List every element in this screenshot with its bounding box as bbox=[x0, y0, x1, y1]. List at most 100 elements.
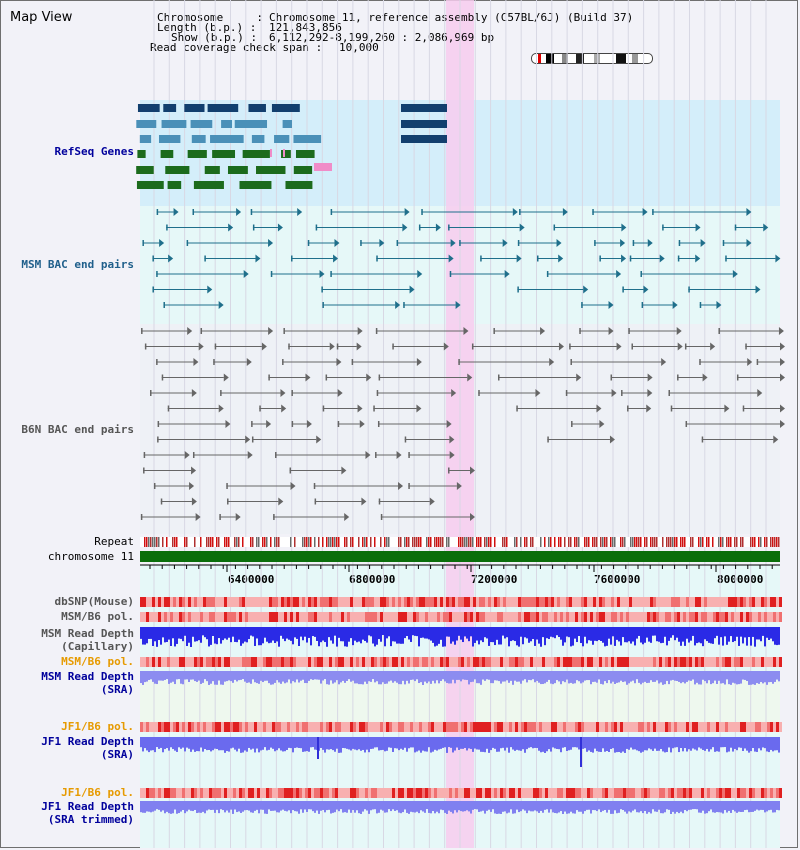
jf1-sra-depth-bar bbox=[748, 737, 750, 753]
gene-block bbox=[234, 120, 268, 128]
dbsnp-cell bbox=[557, 597, 560, 607]
jf1-pol-cell bbox=[317, 722, 320, 732]
msm-pol2-cell bbox=[449, 657, 452, 667]
repeat-mark bbox=[570, 537, 572, 547]
jf1-trim-depth-bar bbox=[632, 801, 634, 811]
jf1-sra-depth-bar bbox=[690, 737, 692, 751]
label-msm-b6-pol-1[interactable]: MSM/B6 pol. bbox=[61, 610, 134, 623]
msm-sra-depth-bar bbox=[682, 671, 684, 683]
label-refseq[interactable]: RefSeq Genes bbox=[54, 145, 134, 158]
jf1-pol-cell bbox=[446, 722, 449, 732]
jf1-pol-cell bbox=[308, 722, 311, 732]
jf1-trim-depth-bar bbox=[146, 801, 148, 812]
jf1-pol-cell bbox=[470, 722, 473, 732]
dbsnp-cell bbox=[614, 597, 617, 607]
msm-sra-depth-bar bbox=[162, 671, 164, 681]
jf1-sra-depth-bar bbox=[248, 737, 250, 748]
msm-cap-depth-bar bbox=[624, 627, 626, 643]
jf1-trim-depth-bar bbox=[652, 801, 654, 810]
b6n-bac-pair-end bbox=[143, 452, 146, 458]
msm-pol-cell bbox=[410, 612, 413, 622]
jf1-trim-depth-bar bbox=[422, 801, 424, 812]
msm-cap-depth-bar bbox=[672, 627, 674, 636]
msm-sra-depth-bar bbox=[426, 671, 428, 684]
jf1-pol2-cell bbox=[653, 788, 656, 798]
msm-sra-depth-bar bbox=[744, 671, 746, 680]
msm-sra-depth-bar bbox=[368, 671, 370, 682]
msm-cap-depth-bar bbox=[574, 627, 576, 639]
dbsnp-cell bbox=[257, 597, 260, 607]
label-jf1-depth-trim-1[interactable]: JF1 Read Depth bbox=[41, 800, 134, 813]
jf1-trim-depth-bar bbox=[464, 801, 466, 812]
jf1-sra-depth-bar bbox=[684, 737, 686, 749]
msm-sra-depth-bar bbox=[264, 671, 266, 681]
jf1-pol2-cell bbox=[230, 788, 233, 798]
msm-cap-depth-bar bbox=[492, 627, 494, 643]
jf1-sra-depth-bar bbox=[444, 737, 446, 748]
label-b6n-bac[interactable]: B6N BAC end pairs bbox=[21, 423, 134, 436]
msm-pol-cell bbox=[704, 612, 707, 622]
jf1-pol-cell bbox=[626, 722, 629, 732]
repeat-mark bbox=[336, 537, 338, 547]
msm-cap-depth-bar bbox=[720, 627, 722, 638]
dbsnp-cell bbox=[752, 597, 755, 607]
msm-sra-depth-bar bbox=[418, 671, 420, 684]
msm-pol2-cell bbox=[701, 657, 704, 667]
label-dbsnp[interactable]: dbSNP(Mouse) bbox=[54, 595, 134, 608]
msm-cap-depth-bar bbox=[728, 627, 730, 642]
msm-sra-depth-bar bbox=[628, 671, 630, 684]
jf1-sra-depth-bar bbox=[296, 737, 298, 748]
label-jf1-b6-pol-1[interactable]: JF1/B6 pol. bbox=[61, 720, 134, 733]
jf1-pol2-cell bbox=[389, 788, 392, 798]
jf1-trim-depth-bar bbox=[476, 801, 478, 810]
msm-pol-cell bbox=[665, 612, 668, 622]
jf1-trim-depth-bar bbox=[680, 801, 682, 812]
jf1-trim-depth-bar bbox=[456, 801, 458, 813]
label-msm-b6-pol-2[interactable]: MSM/B6 pol. bbox=[61, 655, 134, 668]
msm-pol2-cell bbox=[626, 657, 629, 667]
repeat-mark bbox=[602, 537, 604, 547]
chromosome-ideogram[interactable] bbox=[531, 53, 653, 64]
label-jf1-depth-sra-1[interactable]: JF1 Read Depth bbox=[41, 735, 134, 748]
msm-pol2-cell bbox=[323, 657, 326, 667]
jf1-pol-cell bbox=[587, 722, 590, 732]
repeat-mark bbox=[506, 537, 508, 547]
b6n-bac-pair-end bbox=[378, 374, 381, 381]
msm-cap-depth-bar bbox=[550, 627, 552, 637]
b6n-bac-pair-arrow bbox=[305, 373, 311, 382]
msm-bac-pair-end bbox=[581, 302, 583, 308]
repeat-mark bbox=[488, 537, 490, 547]
msm-pol-cell bbox=[302, 612, 305, 622]
label-msm-depth-sra-1[interactable]: MSM Read Depth bbox=[41, 670, 134, 683]
label-msm-depth-sra-2: (SRA) bbox=[100, 683, 134, 696]
label-msm-bac[interactable]: MSM BAC end pairs bbox=[21, 258, 134, 271]
msm-cap-depth-bar bbox=[662, 627, 664, 643]
msm-sra-depth-bar bbox=[440, 671, 442, 682]
dbsnp-cell bbox=[593, 597, 596, 607]
msm-cap-depth-bar bbox=[760, 627, 762, 642]
jf1-pol2-cell bbox=[539, 788, 542, 798]
jf1-pol-cell bbox=[761, 722, 764, 732]
label-msm-depth-cap-1[interactable]: MSM Read Depth bbox=[41, 627, 134, 640]
jf1-trim-depth-bar bbox=[674, 801, 676, 814]
jf1-trim-depth-bar bbox=[194, 801, 196, 810]
jf1-pol-cell bbox=[323, 722, 326, 732]
msm-bac-pair-arrow bbox=[409, 285, 415, 294]
msm-sra-depth-bar bbox=[646, 671, 648, 684]
msm-cap-depth-bar bbox=[312, 627, 314, 637]
jf1-sra-depth-bar bbox=[488, 737, 490, 753]
msm-pol2-cell bbox=[398, 657, 401, 667]
msm-bac-pair-arrow bbox=[455, 301, 461, 309]
jf1-sra-depth-bar bbox=[552, 737, 554, 748]
label-jf1-b6-pol-2[interactable]: JF1/B6 pol. bbox=[61, 786, 134, 799]
jf1-pol2-cell bbox=[296, 788, 299, 798]
jf1-trim-depth-bar bbox=[242, 801, 244, 812]
jf1-pol-cell bbox=[236, 722, 239, 732]
msm-bac-pair-end bbox=[629, 255, 632, 262]
repeat-mark bbox=[758, 537, 760, 547]
repeat-mark bbox=[458, 537, 460, 547]
repeat-mark bbox=[158, 537, 160, 547]
msm-cap-depth-bar bbox=[184, 627, 186, 636]
msm-pol-cell bbox=[470, 612, 473, 622]
msm-cap-depth-bar bbox=[146, 627, 148, 644]
